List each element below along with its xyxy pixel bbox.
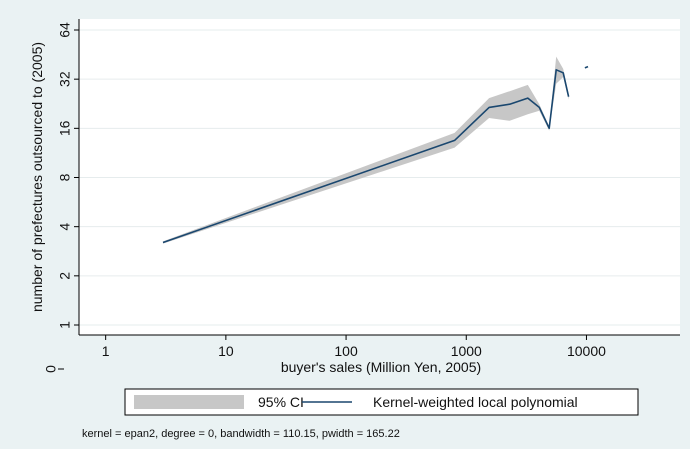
x-tick-label: 100 [334, 343, 358, 359]
x-tick-label: 1 [102, 343, 110, 359]
y-tick-label: 2 [57, 272, 73, 280]
y-zero-tick-label: 0 [43, 365, 59, 373]
legend-line-label: Kernel-weighted local polynomial [373, 394, 578, 410]
y-tick-label: 4 [57, 223, 73, 231]
legend-ci-label: 95% CI [258, 394, 304, 410]
y-tick-label: 8 [57, 173, 73, 181]
x-tick-label: 10 [218, 343, 234, 359]
x-axis-ticks: 1 10 100 1000 10000 [102, 335, 606, 359]
y-tick-label: 64 [57, 22, 73, 38]
y-tick-label: 1 [57, 321, 73, 329]
chart-note: kernel = epan2, degree = 0, bandwidth = … [82, 428, 400, 440]
x-tick-label: 1000 [451, 343, 482, 359]
gridlines [79, 29, 680, 326]
y-tick-label: 16 [57, 120, 73, 136]
x-tick-label: 10000 [567, 343, 606, 359]
y-axis-title: number of prefectures outsourced to (200… [29, 42, 45, 312]
x-axis-title: buyer's sales (Million Yen, 2005) [281, 359, 481, 375]
series-line-segment [162, 69, 570, 244]
series-line-segment [584, 65, 589, 69]
series-lines [162, 65, 589, 244]
y-tick-label: 32 [57, 71, 73, 87]
legend: 95% CI Kernel-weighted local polynomial [124, 388, 639, 416]
legend-ci-swatch [134, 395, 244, 409]
y-axis-ticks: 1 2 4 8 16 32 64 [57, 22, 79, 329]
